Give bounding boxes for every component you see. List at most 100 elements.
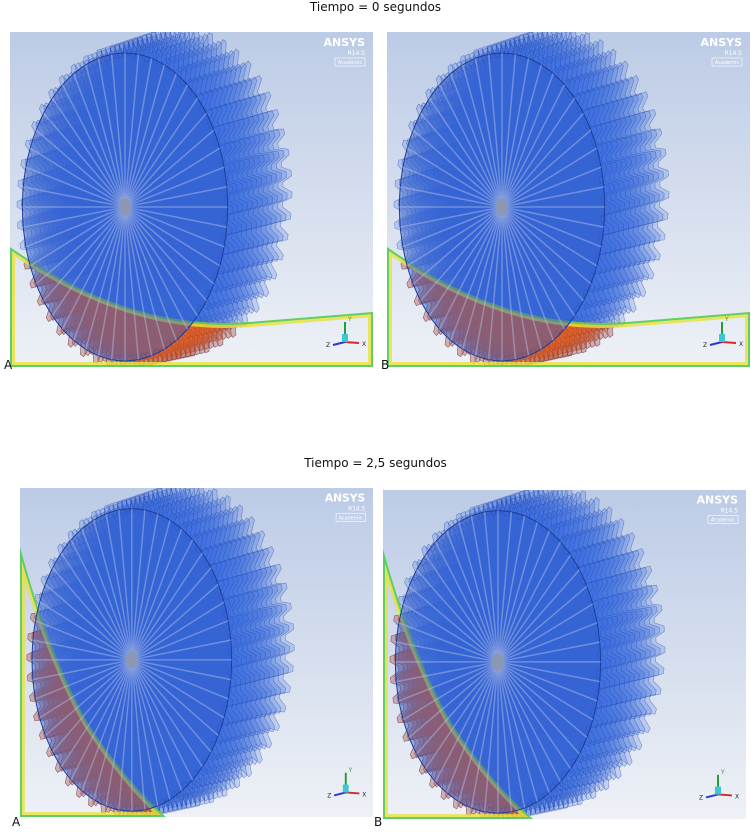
spoke [131, 601, 225, 661]
spoke [29, 147, 126, 208]
spoke [39, 659, 133, 719]
axis-z [705, 793, 719, 799]
spoke [487, 54, 503, 208]
logo-license: Academic [715, 60, 740, 66]
spoke [497, 661, 598, 702]
spoke [92, 520, 133, 661]
axis-label: Y [347, 316, 352, 323]
spoke [131, 659, 219, 736]
logo-brand: ANSYS [323, 36, 365, 49]
spoke [51, 206, 126, 317]
spoke [25, 166, 126, 208]
spoke [470, 661, 499, 808]
axis-origin [719, 334, 725, 342]
spoke [497, 661, 538, 802]
spoke [131, 620, 229, 661]
spoke [131, 528, 183, 661]
spoke [501, 58, 530, 208]
axis-origin [715, 786, 721, 795]
spoke [501, 64, 542, 208]
rim-layer [419, 492, 641, 815]
spoke [110, 54, 126, 208]
spoke [44, 583, 133, 661]
spoke [501, 206, 554, 341]
spoke [131, 639, 231, 661]
spoke [131, 539, 194, 661]
spoke [131, 583, 219, 661]
spoke [73, 73, 126, 208]
hub [119, 198, 131, 216]
spoke [501, 206, 566, 330]
spoke [446, 661, 499, 794]
spoke [97, 58, 126, 208]
rim-layer [55, 490, 271, 813]
axis-x [717, 793, 733, 797]
spoke [124, 147, 221, 208]
spoke [501, 206, 542, 350]
panel-label: A [4, 358, 13, 372]
spoke [462, 206, 503, 350]
spoke [23, 206, 126, 228]
spoke [131, 659, 203, 768]
spoke [497, 661, 594, 721]
spoke [118, 509, 133, 660]
logo-box [711, 57, 743, 67]
panel-label: A [12, 815, 21, 829]
spoke [400, 206, 503, 228]
rim-layer [436, 490, 661, 811]
spoke [131, 659, 171, 800]
spoke [97, 206, 126, 356]
spoke [124, 73, 177, 208]
spoke [131, 659, 231, 681]
spoke [131, 659, 229, 700]
rim-layer [432, 490, 656, 812]
spoke [501, 206, 576, 317]
spoke [497, 622, 598, 663]
spoke [402, 661, 499, 721]
spoke [81, 528, 133, 661]
spoke [501, 206, 602, 248]
logo-brand: ANSYS [325, 492, 365, 505]
axis-label: X [362, 792, 366, 798]
logo-version: R14.5 [724, 50, 742, 57]
spoke [406, 147, 503, 208]
axis-label: Z [703, 342, 707, 349]
spoke [487, 206, 503, 360]
spoke [497, 661, 580, 755]
spoke [412, 129, 503, 208]
spoke [474, 58, 503, 208]
spoke [124, 206, 177, 341]
axis-origin [342, 334, 348, 342]
spoke [402, 166, 503, 208]
axis-label: X [362, 341, 366, 348]
axis-label: Y [348, 768, 353, 774]
axis-z [332, 341, 346, 346]
spoke [35, 129, 126, 208]
spoke [497, 515, 526, 662]
axis-x [721, 341, 737, 344]
rim-layer [67, 488, 285, 810]
spoke [35, 620, 133, 661]
spoke [131, 659, 159, 806]
spoke [25, 206, 126, 248]
spoke [105, 659, 133, 806]
rim-layer [71, 488, 290, 809]
spoke [131, 513, 159, 660]
spoke [501, 97, 576, 208]
spoke [396, 641, 499, 663]
spoke [402, 603, 499, 663]
spoke [402, 206, 503, 248]
spoke [70, 659, 133, 781]
logo-version: R14.5 [347, 50, 365, 57]
logo-license: Academic [339, 515, 363, 521]
spoke [501, 206, 604, 228]
spoke [501, 54, 517, 208]
spoke [124, 166, 225, 208]
spoke [501, 206, 517, 360]
spoke [110, 206, 126, 360]
spoke [131, 509, 146, 660]
axis-x [345, 791, 360, 795]
simulation-image: ANSYS R14.5 Academic Y Z X [20, 488, 373, 817]
spoke [497, 661, 526, 808]
